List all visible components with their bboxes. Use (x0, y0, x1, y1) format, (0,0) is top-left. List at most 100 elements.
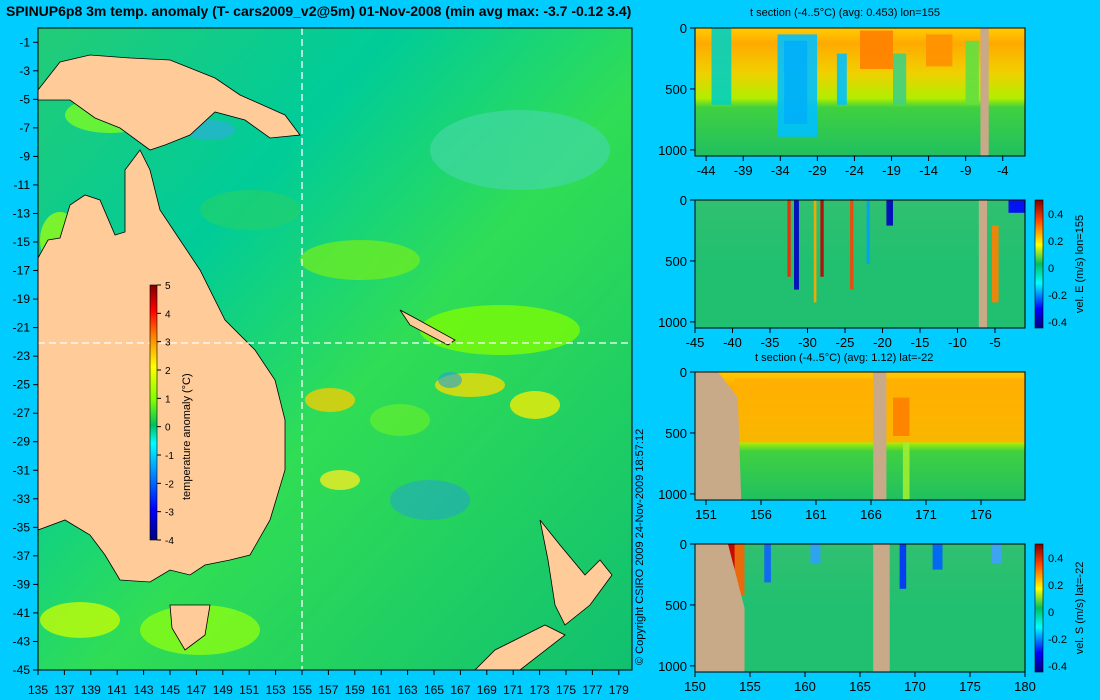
colorbar-tick-label: 1 (165, 394, 171, 405)
colorbar-tick-label: 0 (165, 423, 171, 434)
section-x-tick-label: 165 (849, 679, 871, 694)
section-land (873, 544, 890, 672)
section-colorbar-tick-label: 0.2 (1048, 236, 1063, 248)
figure-title: SPINUP6p8 3m temp. anomaly (T- cars2009_… (6, 3, 632, 19)
map-colorbar-ticks: 5 4 3 2 1 0 -1 -2 -3 -4 (157, 281, 174, 547)
colorbar-tick-label: -3 (165, 508, 174, 519)
section-feature (893, 53, 907, 105)
section-colorbar-tick-label: -0.4 (1048, 661, 1067, 673)
map-y-tick-label: -35 (13, 520, 31, 534)
section-x-tick-label: -29 (808, 163, 827, 178)
section-x-tick-label: 180 (1014, 679, 1036, 694)
section-feature (820, 200, 824, 277)
section-y-tick-label: 0 (680, 365, 687, 380)
section-land (695, 544, 745, 672)
section-y-tick-label: 500 (665, 254, 687, 269)
section-x-tick-label: 151 (695, 507, 717, 522)
section-y-tick-label: 0 (680, 21, 687, 36)
colorbar-tick-label: 3 (165, 338, 171, 349)
new-zealand-north (539, 519, 613, 626)
section-x-tick-label: 155 (739, 679, 761, 694)
section-colorbar-tick-label: 0 (1048, 607, 1054, 619)
section-x-tick-label: 156 (750, 507, 772, 522)
australia (37, 149, 286, 583)
section-colorbar-tick-label: -0.2 (1048, 290, 1067, 302)
map-x-tick-label: 143 (134, 683, 154, 697)
section-x-tick-label: -24 (845, 163, 864, 178)
map-y-tick-label: -23 (13, 349, 31, 363)
section-feature (965, 40, 979, 105)
section-colorbar (1034, 199, 1044, 329)
map-y-tick-label: -17 (13, 264, 31, 278)
map-x-tick-label: 179 (609, 683, 629, 697)
map-x-tick-label: 151 (239, 683, 259, 697)
section-feature (836, 53, 847, 105)
tasmania (169, 604, 211, 651)
map-y-tick-label: -7 (19, 121, 30, 135)
map-frame (37, 27, 633, 671)
map-colorbar-label: temperature anomaly (°C) (181, 373, 193, 500)
section-field (695, 200, 1025, 328)
map-x-tick-label: 159 (345, 683, 365, 697)
map-x-tick-label: 153 (266, 683, 286, 697)
map-y-tick-label: -31 (13, 463, 31, 477)
map-x-tick-label: 171 (503, 683, 523, 697)
map-x-tick-label: 155 (292, 683, 312, 697)
map-x-tick-label: 157 (318, 683, 338, 697)
section-x-tick-label: 176 (970, 507, 992, 522)
section-feature (850, 200, 854, 290)
section-y-tick-label: 500 (665, 426, 687, 441)
t-section-lat-title: t section (-4..5°C) (avg: 1.12) lat=-22 (755, 352, 934, 364)
colorbar-tick-label: -1 (165, 451, 174, 462)
map-y-tick-label: -5 (19, 92, 30, 106)
section-feature (886, 200, 893, 226)
section-y-tick-label: 500 (665, 598, 687, 613)
section-land (978, 200, 988, 328)
section-feature (992, 225, 999, 303)
vel-e-section-lon155: 0 500 1000 -45 -40 -35 -30 -25 -20 -15 -10 -5 0.4 0.2… (658, 193, 1086, 350)
section-feature (893, 397, 910, 436)
section-x-tick-label: 161 (805, 507, 827, 522)
map-y-tick-label: -15 (13, 235, 31, 249)
section-feature (810, 544, 821, 564)
section-x-tick-label: -5 (989, 335, 1001, 350)
section-colorbar-tick-label: 0.4 (1048, 209, 1063, 221)
map-colorbar (149, 284, 158, 541)
section-colorbar-tick-label: 0.4 (1048, 553, 1063, 565)
t-section-lon155: 0 500 1000 -44 -39 -34 -29 -24 -19 -14 -9 -4 (658, 21, 1026, 178)
section-field (695, 544, 1025, 672)
colorbar-tick-label: -4 (165, 536, 174, 547)
map-y-axis: -1 -3 -5 -7 -9 -11 -13 -15 -17 -19 -21 -23 -25 -27 -29… (13, 35, 38, 677)
map-x-tick-label: 169 (477, 683, 497, 697)
section-x-tick-label: -19 (882, 163, 901, 178)
section-x-tick-label: -44 (697, 163, 716, 178)
section-x-tick-label: -35 (761, 335, 780, 350)
section-x-tick-label: -20 (873, 335, 892, 350)
section-feature (866, 200, 870, 264)
section-frame (694, 27, 1026, 157)
section-feature (899, 544, 907, 589)
section-feature (926, 34, 953, 67)
map-y-tick-label: -39 (13, 577, 31, 591)
map-x-tick-label: 165 (424, 683, 444, 697)
section-feature (777, 34, 818, 137)
section-x-tick-label: 170 (904, 679, 926, 694)
map-y-tick-label: -13 (13, 206, 31, 220)
section-x-tick-label: -45 (686, 335, 705, 350)
map-y-tick-label: -29 (13, 435, 31, 449)
section-x-tick-label: 166 (860, 507, 882, 522)
section-frame (694, 199, 1026, 329)
section-colorbar-tick-label: 0 (1048, 263, 1054, 275)
section-land (695, 372, 742, 500)
section-y-tick-label: 1000 (658, 659, 687, 674)
map-y-tick-label: -37 (13, 549, 31, 563)
map-y-tick-label: -3 (19, 64, 30, 78)
map-y-tick-label: -11 (14, 178, 31, 192)
map-x-tick-label: 163 (398, 683, 418, 697)
section-x-tick-label: 160 (794, 679, 816, 694)
map-x-tick-label: 167 (450, 683, 470, 697)
section-feature (902, 442, 910, 500)
section-colorbar (1034, 543, 1044, 673)
map-y-tick-label: -19 (13, 292, 31, 306)
section-x-tick-label: -10 (948, 335, 967, 350)
